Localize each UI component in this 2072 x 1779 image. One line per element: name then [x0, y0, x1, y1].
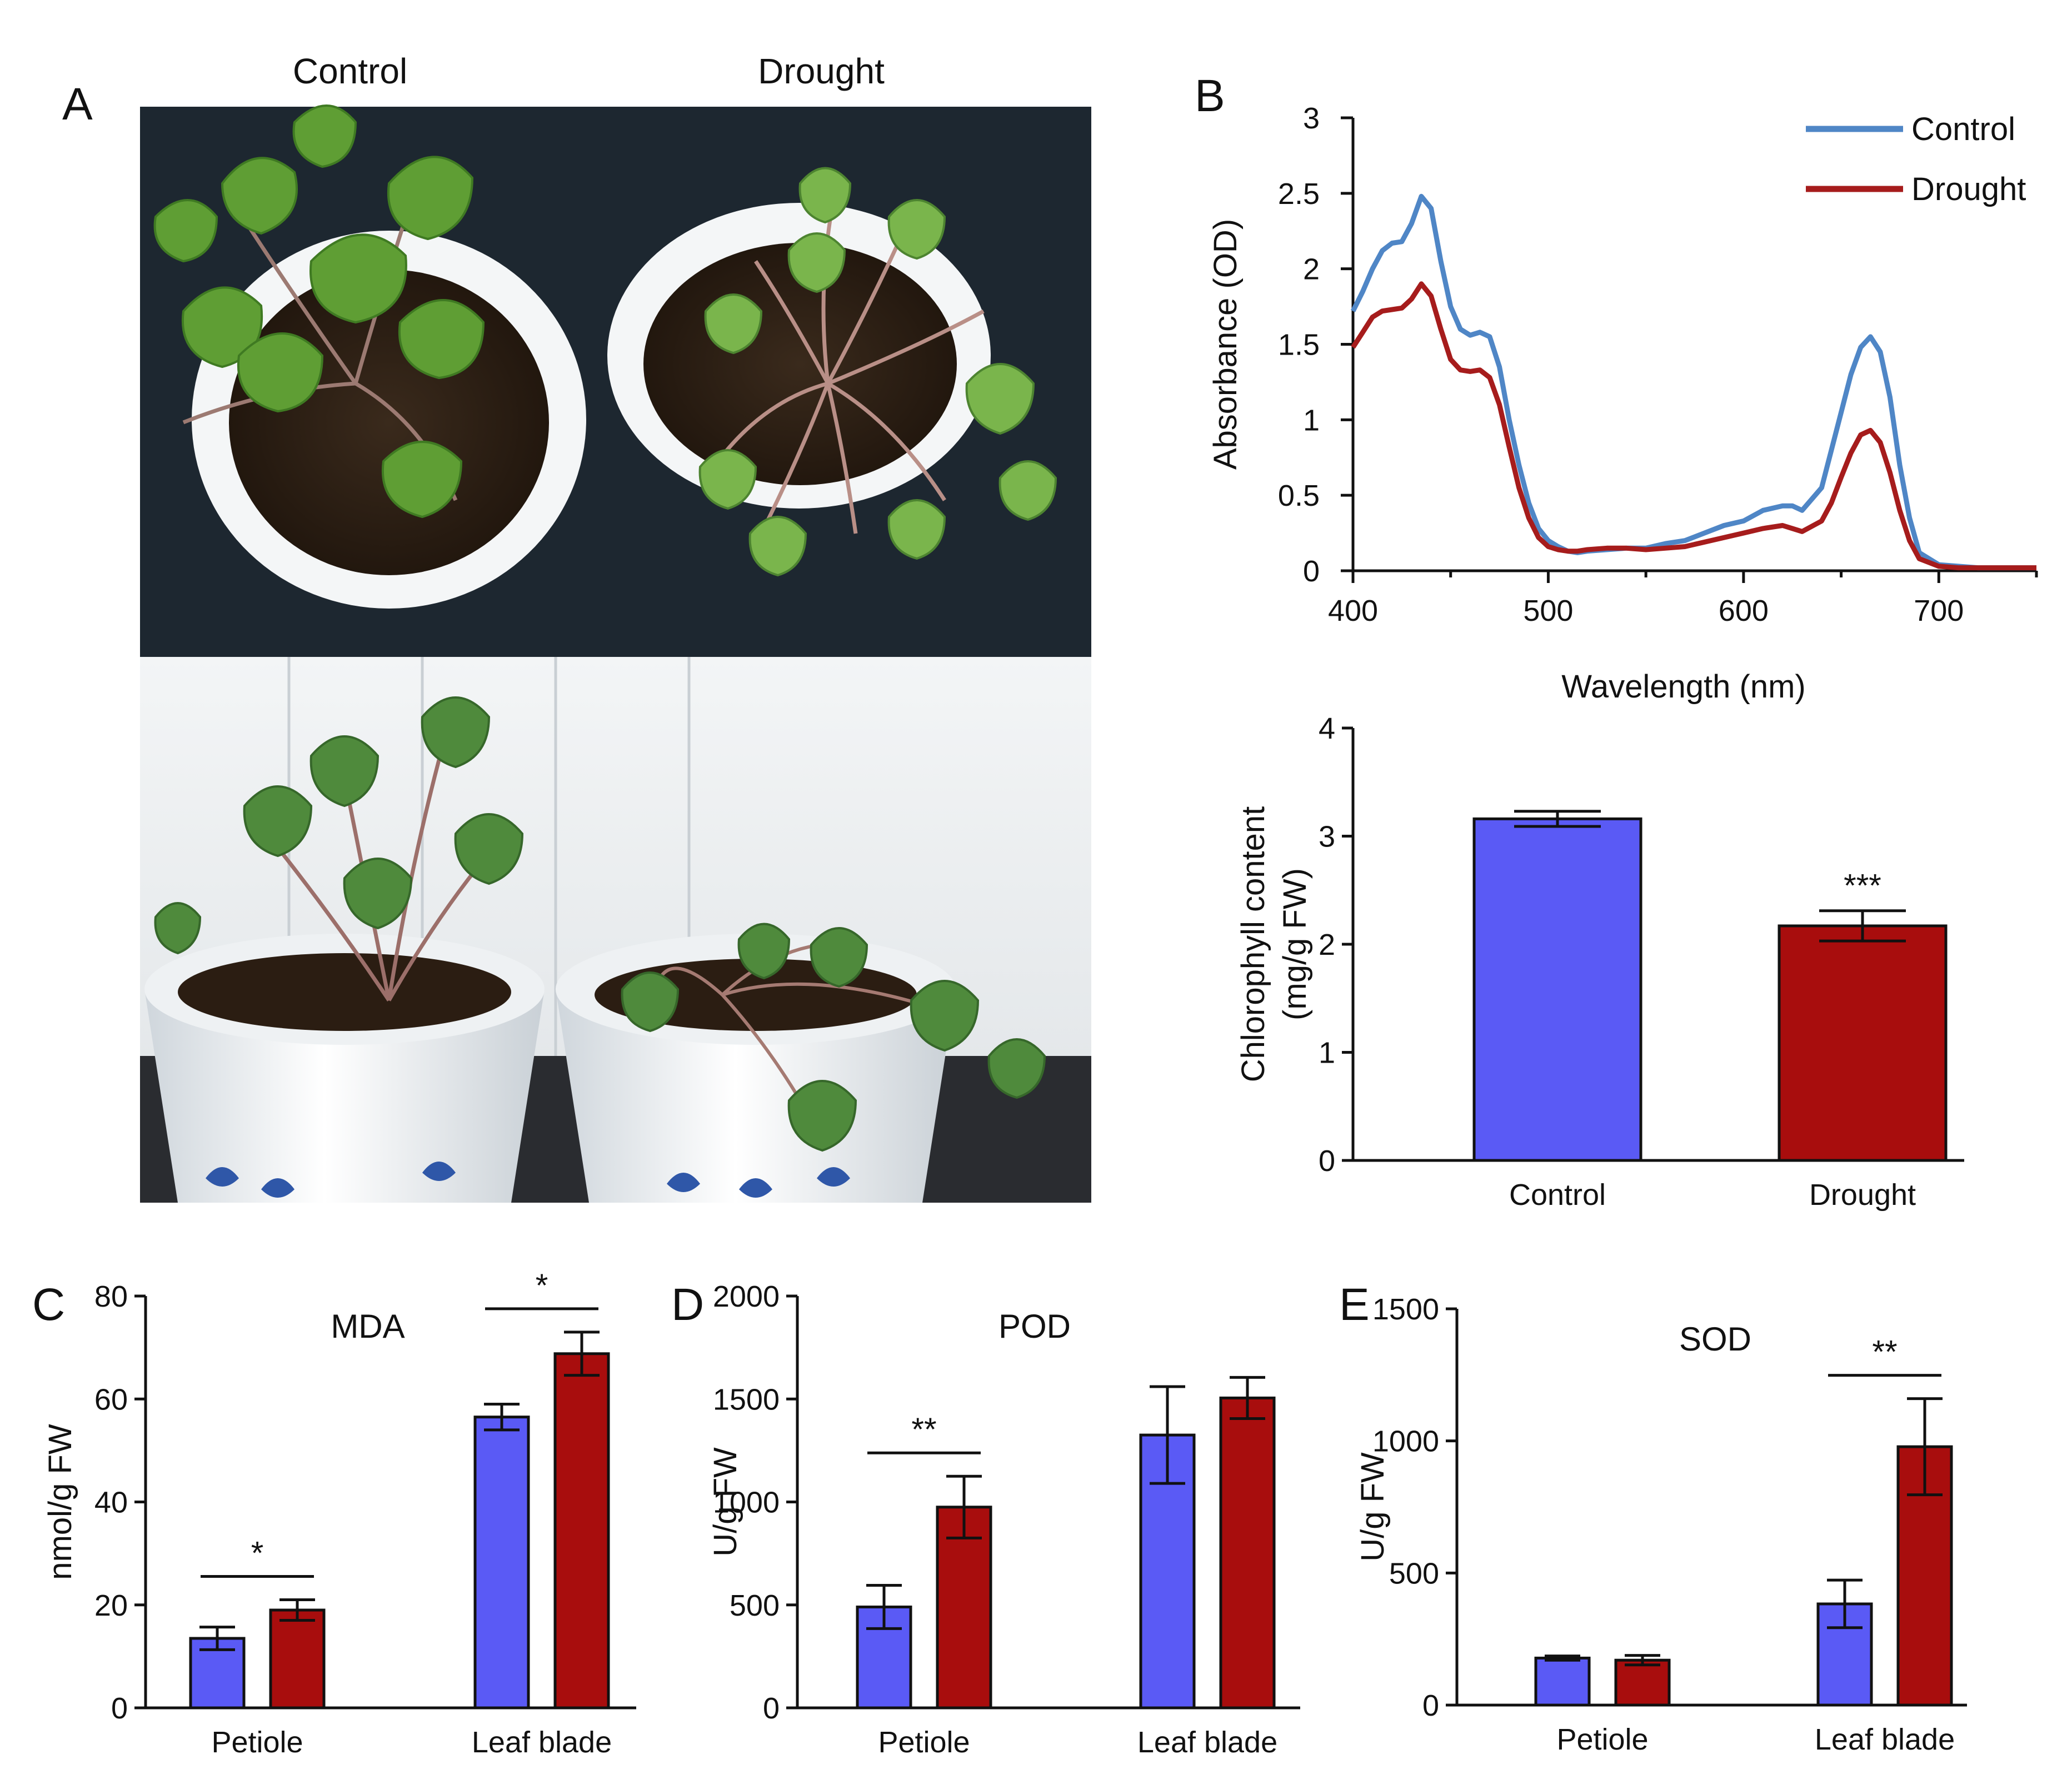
y-tick-label: 0	[1303, 555, 1320, 588]
y-tick-label: 2000	[713, 1280, 780, 1313]
drought-pot-side	[556, 989, 956, 1203]
chlorophyll-chart: 0 1 2 3 4 Chlorophyll content (mg/g FW) Control…	[1235, 712, 1964, 1212]
panel-letter-b: B	[1195, 71, 1225, 121]
significance-label: **	[1872, 1334, 1897, 1371]
y-tick-label: 2	[1319, 928, 1335, 961]
panel-letter-c: C	[32, 1279, 65, 1330]
y-tick-label: 1500	[1372, 1293, 1439, 1326]
photo-top-view	[140, 104, 1091, 657]
y-tick-label: 500	[730, 1589, 780, 1622]
panel-letter-a: A	[62, 79, 93, 129]
significance-label: ***	[1844, 868, 1881, 904]
bar-drought	[269, 1608, 326, 1710]
x-tick-label: Leaf blade	[1815, 1723, 1955, 1756]
y-tick-label: 500	[1389, 1557, 1439, 1590]
x-tick-label: 500	[1523, 594, 1573, 627]
y-tick-label: 2	[1303, 253, 1320, 286]
series-line-drought	[1351, 281, 2036, 571]
y-tick-label: 60	[94, 1383, 128, 1416]
bar-control	[1472, 817, 1642, 1162]
spectrum-chart: 0 0.5 1 1.5 2 2.5 3 400 500 600 700 Wavelength (nm)…	[1207, 102, 2038, 705]
x-tick-label: Leaf blade	[1137, 1726, 1277, 1759]
bar-control	[473, 1416, 530, 1710]
control-leaves	[153, 104, 485, 519]
drought-stems	[721, 200, 985, 535]
bar-drought	[1614, 1658, 1671, 1707]
y-tick-label: 1.5	[1278, 328, 1320, 362]
y-tick-label: 3	[1303, 102, 1320, 135]
x-tick-label: Control	[1509, 1178, 1606, 1212]
bar-drought	[1778, 924, 1948, 1162]
y-axis-title: nmol/g FW	[42, 1424, 78, 1580]
chart-title: POD	[998, 1308, 1071, 1345]
y-axis-title: U/g FW	[707, 1447, 743, 1557]
y-axis-title: Absorbance (OD)	[1207, 219, 1244, 470]
y-tick-label: 0	[111, 1692, 128, 1725]
bar-drought	[936, 1506, 992, 1710]
y-axis-title: U/g FW	[1355, 1452, 1391, 1562]
x-tick-label: 700	[1914, 594, 1964, 627]
chart-title: MDA	[331, 1308, 405, 1345]
sod-chart: 0 500 1000 1500 SOD U/g FW Petiole Leaf blade **	[1355, 1293, 1967, 1756]
bar-control	[1534, 1656, 1591, 1707]
series-line-control	[1350, 193, 2036, 571]
control-pot-side	[144, 989, 545, 1203]
x-tick-label: Leaf blade	[472, 1726, 612, 1759]
photo-label-drought: Drought	[758, 51, 885, 91]
y-axis-title-units: (mg/g FW)	[1277, 868, 1313, 1020]
mda-chart: 0 20 40 60 80 MDA nmol/g FW Petiole * Leaf blade *	[42, 1268, 636, 1759]
y-tick-label: 1	[1319, 1036, 1335, 1070]
y-tick-label: 0.5	[1278, 479, 1320, 512]
y-tick-label: 0	[1319, 1144, 1335, 1178]
y-tick-label: 20	[94, 1589, 128, 1622]
y-tick-label: 2.5	[1278, 177, 1320, 211]
chart-title: SOD	[1679, 1320, 1751, 1358]
significance-label: **	[911, 1412, 936, 1448]
y-tick-label: 0	[763, 1692, 780, 1725]
bar-drought	[1219, 1396, 1276, 1710]
x-tick-label: 400	[1328, 594, 1378, 627]
y-tick-label: 0	[1422, 1689, 1439, 1722]
drought-leaves	[698, 167, 1057, 577]
y-tick-label: 80	[94, 1280, 128, 1313]
pod-chart: 0 500 1000 1500 2000 POD U/g FW Petiole ** Leaf b…	[707, 1280, 1300, 1759]
x-tick-label: Petiole	[1556, 1723, 1648, 1756]
significance-label: *	[251, 1535, 264, 1571]
x-tick-label: Petiole	[878, 1726, 970, 1759]
y-tick-label: 1000	[713, 1486, 780, 1519]
photo-label-control: Control	[293, 51, 407, 91]
y-tick-label: 1	[1303, 403, 1320, 437]
x-tick-label: 600	[1719, 594, 1769, 627]
y-tick-label: 3	[1319, 820, 1335, 854]
significance-label: *	[536, 1268, 548, 1304]
legend-label-drought: Drought	[1911, 171, 2026, 207]
y-tick-label: 4	[1319, 712, 1335, 745]
legend-label-control: Control	[1911, 111, 2015, 147]
bar-drought	[1896, 1445, 1953, 1707]
x-tick-label: Petiole	[211, 1726, 303, 1759]
control-pot-soil	[229, 270, 549, 575]
y-tick-label: 1000	[1372, 1425, 1439, 1458]
panel-letter-d: D	[671, 1279, 704, 1330]
photo-side-view	[140, 657, 1091, 1203]
y-tick-label: 1500	[713, 1383, 780, 1416]
x-tick-label: Drought	[1809, 1178, 1916, 1212]
y-axis-title: Chlorophyll content	[1235, 806, 1271, 1083]
bar-drought	[553, 1352, 610, 1710]
panel-letter-e: E	[1339, 1279, 1370, 1330]
y-tick-label: 40	[94, 1486, 128, 1519]
x-axis-title: Wavelength (nm)	[1561, 669, 1805, 705]
